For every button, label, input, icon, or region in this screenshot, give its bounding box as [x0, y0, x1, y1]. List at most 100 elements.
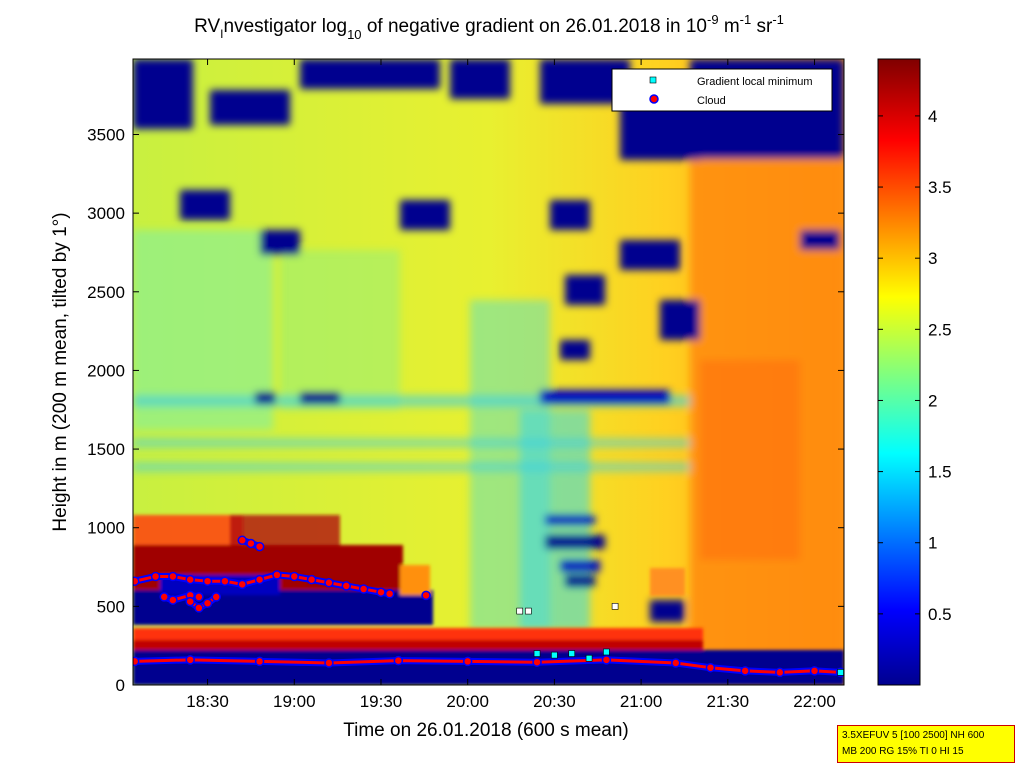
cloud-point: [421, 590, 431, 601]
title-part3: m: [719, 16, 740, 37]
cloud-point: [601, 655, 612, 665]
cloud-point: [324, 658, 334, 668]
cloud-point: [237, 535, 248, 546]
cloud-point: [185, 655, 195, 665]
y-tick-label: 500: [97, 597, 125, 616]
x-tick-label: 19:30: [360, 692, 403, 711]
minimum-point: [551, 651, 558, 659]
cloud-point: [306, 574, 317, 585]
cloud-point: [358, 584, 369, 594]
chart-title: RVInvestigator log10 of negative gradien…: [194, 12, 784, 42]
cloud-point: [532, 657, 542, 667]
info-line-2: MB 200 RG 15% TI 0 HI 15: [842, 746, 964, 757]
minimum-point: [525, 607, 532, 615]
colorbar-tick-label: 0.5: [928, 605, 952, 624]
cloud-point: [254, 656, 265, 667]
cloud-point: [246, 538, 256, 549]
y-tick-label: 2500: [87, 283, 125, 302]
cloud-point: [202, 576, 213, 586]
legend: Gradient local minimum Cloud: [611, 68, 833, 112]
x-axis-label: Time on 26.01.2018 (600 s mean): [343, 720, 629, 741]
minimum-point: [516, 607, 524, 615]
minimum-point: [568, 650, 576, 657]
title-log-sub: 10: [347, 27, 361, 42]
cloud-point: [185, 596, 195, 607]
y-tick-label: 1500: [87, 440, 125, 459]
legend-label-cloud: Cloud: [697, 95, 726, 107]
minimum-point: [611, 603, 619, 610]
cloud-point: [324, 578, 334, 588]
cloud-point: [809, 666, 820, 676]
title-part4: sr: [751, 16, 773, 37]
x-tick-label: 21:30: [707, 692, 750, 711]
cloud-point: [133, 576, 140, 586]
colorbar-tick-label: 3: [928, 249, 937, 268]
cloud-point: [237, 579, 248, 590]
colorbar: [877, 58, 921, 686]
info-line-1: 3.5XEFUV 5 [100 2500] NH 600: [842, 730, 985, 741]
cloud-point: [254, 541, 265, 552]
cloud-series: [133, 535, 844, 678]
y-tick-label: 3500: [87, 125, 125, 144]
minimum-point: [533, 650, 541, 657]
legend-label-minimum: Gradient local minimum: [697, 76, 813, 88]
cloud-point: [168, 571, 178, 582]
colorbar-tick-label: 1: [928, 534, 937, 553]
cloud-point: [462, 656, 473, 667]
cloud-point: [384, 589, 395, 599]
title-part2: of negative gradient on 26.01.2018 in 10: [362, 16, 707, 37]
y-axis-label: Height in m (200 m mean, tilted by 1°): [50, 212, 71, 531]
cloud-point: [341, 581, 352, 591]
cloud-point: [376, 587, 386, 597]
minimum-point: [603, 648, 610, 656]
x-tick-label: 18:30: [186, 692, 229, 711]
plot-frame: [132, 58, 845, 686]
legend-box: [611, 68, 833, 112]
y-axis: 0 500 1000 1500 2000 2500 3000 3500: [87, 125, 844, 695]
cloud-point: [185, 574, 195, 585]
colorbar-tick-label: 4: [928, 107, 937, 126]
cloud-point: [220, 576, 230, 586]
colorbar-tick-label: 3.5: [928, 178, 952, 197]
title-prefix: RV: [194, 16, 220, 37]
y-tick-label: 3000: [87, 204, 125, 223]
cloud-point: [254, 574, 265, 585]
y-tick-label: 1000: [87, 519, 125, 538]
cloud-point: [671, 658, 681, 668]
cloud-point: [272, 570, 282, 580]
cloud-point: [194, 603, 204, 613]
title-prefix-sub: I: [220, 27, 223, 41]
colorbar-tick-label: 1.5: [928, 463, 952, 482]
cloud-point: [775, 667, 785, 678]
title-exp2: -1: [740, 12, 752, 27]
info-box: 3.5XEFUV 5 [100 2500] NH 600 MB 200 RG 1…: [837, 725, 1015, 763]
y-tick-label: 2000: [87, 361, 125, 380]
cloud-point: [150, 571, 161, 582]
colorbar-tick-label: 2.5: [928, 320, 952, 339]
x-tick-label: 20:30: [533, 692, 576, 711]
cloud-point: [705, 662, 716, 673]
cloud-point: [211, 592, 221, 602]
colorbar-ticks: 0.5 1 1.5 2 2.5 3 3.5 4: [878, 107, 952, 624]
cloud-point: [159, 592, 169, 602]
cloud-line: [133, 573, 392, 596]
cloud-point: [168, 595, 178, 605]
x-tick-label: 19:00: [273, 692, 316, 711]
title-exp3: -1: [772, 12, 784, 27]
x-tick-label: 21:00: [620, 692, 663, 711]
cloud-line: [133, 658, 843, 674]
minimum-point: [837, 669, 844, 676]
x-tick-label: 20:00: [446, 692, 489, 711]
cloud-point: [194, 592, 204, 602]
colorbar-tick-label: 2: [928, 391, 937, 410]
legend-marker-cloud: [649, 94, 659, 104]
minimum-point: [585, 654, 593, 662]
cloud-point: [202, 598, 213, 608]
gradient-minimum-series: [516, 603, 844, 676]
heatmap-image: [133, 59, 844, 685]
legend-marker-minimum: [649, 76, 657, 84]
x-tick-label: 22:00: [793, 692, 836, 711]
cloud-line: [188, 595, 218, 610]
title-part1: nvestigator log: [224, 16, 348, 37]
